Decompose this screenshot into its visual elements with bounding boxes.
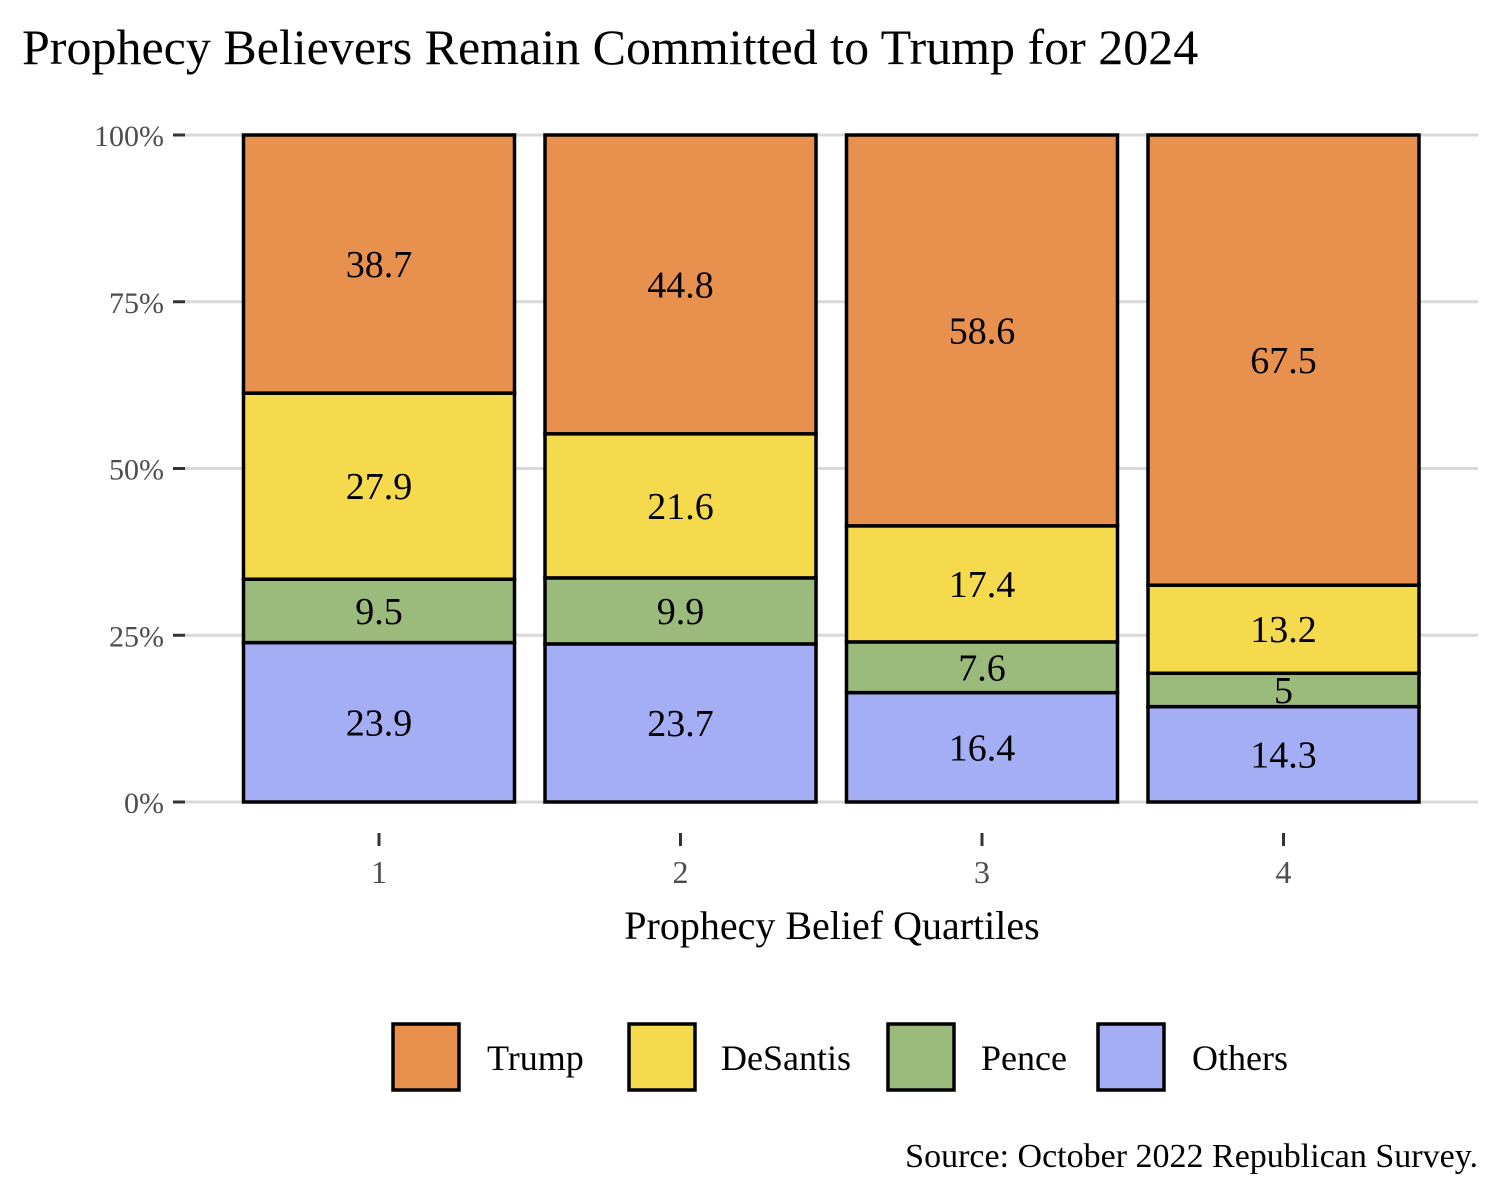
x-axis: 1 2 3 4 (371, 833, 1292, 890)
x-tick-label: 3 (974, 854, 990, 890)
bar-segment-pence-4 (1146, 671, 1421, 709)
legend-item-others: Others (1096, 1022, 1288, 1092)
data-label: 23.9 (346, 702, 413, 744)
bar-segment-trump-2 (543, 133, 818, 436)
bars: 23.9 9.5 27.9 38.7 23.7 9.9 21.6 44.8 16.4 7.6 17.… (241, 133, 1421, 804)
data-label: 16.4 (949, 727, 1016, 769)
legend-swatch (627, 1022, 697, 1092)
x-tick-label: 4 (1276, 854, 1292, 890)
y-tick-label: 25% (109, 620, 164, 653)
data-label: 67.5 (1250, 340, 1317, 382)
bar-stack-4: 14.3 5 13.2 67.5 (1146, 133, 1421, 804)
data-label: 44.8 (647, 264, 714, 306)
data-label: 14.3 (1250, 734, 1317, 776)
data-label: 9.9 (657, 591, 705, 633)
y-tick-label: 75% (109, 287, 164, 320)
bar-segment-desantis-2 (543, 432, 818, 580)
bar-segment-pence-2 (543, 576, 818, 646)
legend-label: Others (1192, 1038, 1288, 1078)
bar-segment-desantis-4 (1146, 583, 1421, 676)
legend-label: Trump (487, 1038, 584, 1078)
data-label: 27.9 (346, 466, 413, 508)
bar-segment-trump-1 (241, 133, 517, 395)
legend-item-desantis: DeSantis (627, 1022, 851, 1092)
legend-swatch (1096, 1022, 1166, 1092)
legend-label: DeSantis (721, 1038, 851, 1078)
y-tick-label: 0% (124, 787, 164, 820)
legend-item-trump: Trump (391, 1022, 584, 1092)
y-axis: 0% 25% 50% 75% 100% (94, 120, 185, 820)
bar-segment-trump-3 (844, 133, 1120, 528)
data-label: 17.4 (949, 564, 1016, 606)
bar-stack-1: 23.9 9.5 27.9 38.7 (241, 133, 517, 804)
caption: Source: October 2022 Republican Survey. (905, 1138, 1478, 1175)
data-label: 21.6 (647, 486, 714, 528)
data-label: 23.7 (647, 703, 714, 745)
y-tick-label: 100% (94, 120, 164, 153)
data-label: 5 (1274, 670, 1293, 712)
x-tick-label: 2 (673, 854, 689, 890)
bar-stack-2: 23.7 9.9 21.6 44.8 (543, 133, 818, 804)
data-label: 13.2 (1250, 609, 1317, 651)
data-label: 38.7 (346, 244, 413, 286)
legend: Trump DeSantis Pence Others (391, 1022, 1288, 1092)
bar-segment-others-2 (543, 642, 818, 804)
legend-item-pence: Pence (886, 1022, 1067, 1092)
chart-title: Prophecy Believers Remain Committed to T… (22, 19, 1198, 75)
legend-label: Pence (981, 1038, 1067, 1078)
x-axis-label: Prophecy Belief Quartiles (624, 903, 1039, 948)
bar-segment-others-4 (1146, 704, 1421, 804)
bar-stack-3: 16.4 7.6 17.4 58.6 (844, 133, 1120, 804)
x-tick-label: 1 (371, 854, 387, 890)
y-tick-label: 50% (109, 454, 164, 487)
data-label: 9.5 (355, 591, 403, 633)
bar-segment-desantis-3 (844, 524, 1120, 644)
bar-segment-desantis-1 (241, 391, 517, 581)
legend-swatch (391, 1022, 461, 1092)
legend-swatch (886, 1022, 956, 1092)
data-label: 7.6 (958, 647, 1006, 689)
bar-segment-trump-4 (1146, 133, 1421, 587)
data-label: 58.6 (949, 310, 1016, 352)
